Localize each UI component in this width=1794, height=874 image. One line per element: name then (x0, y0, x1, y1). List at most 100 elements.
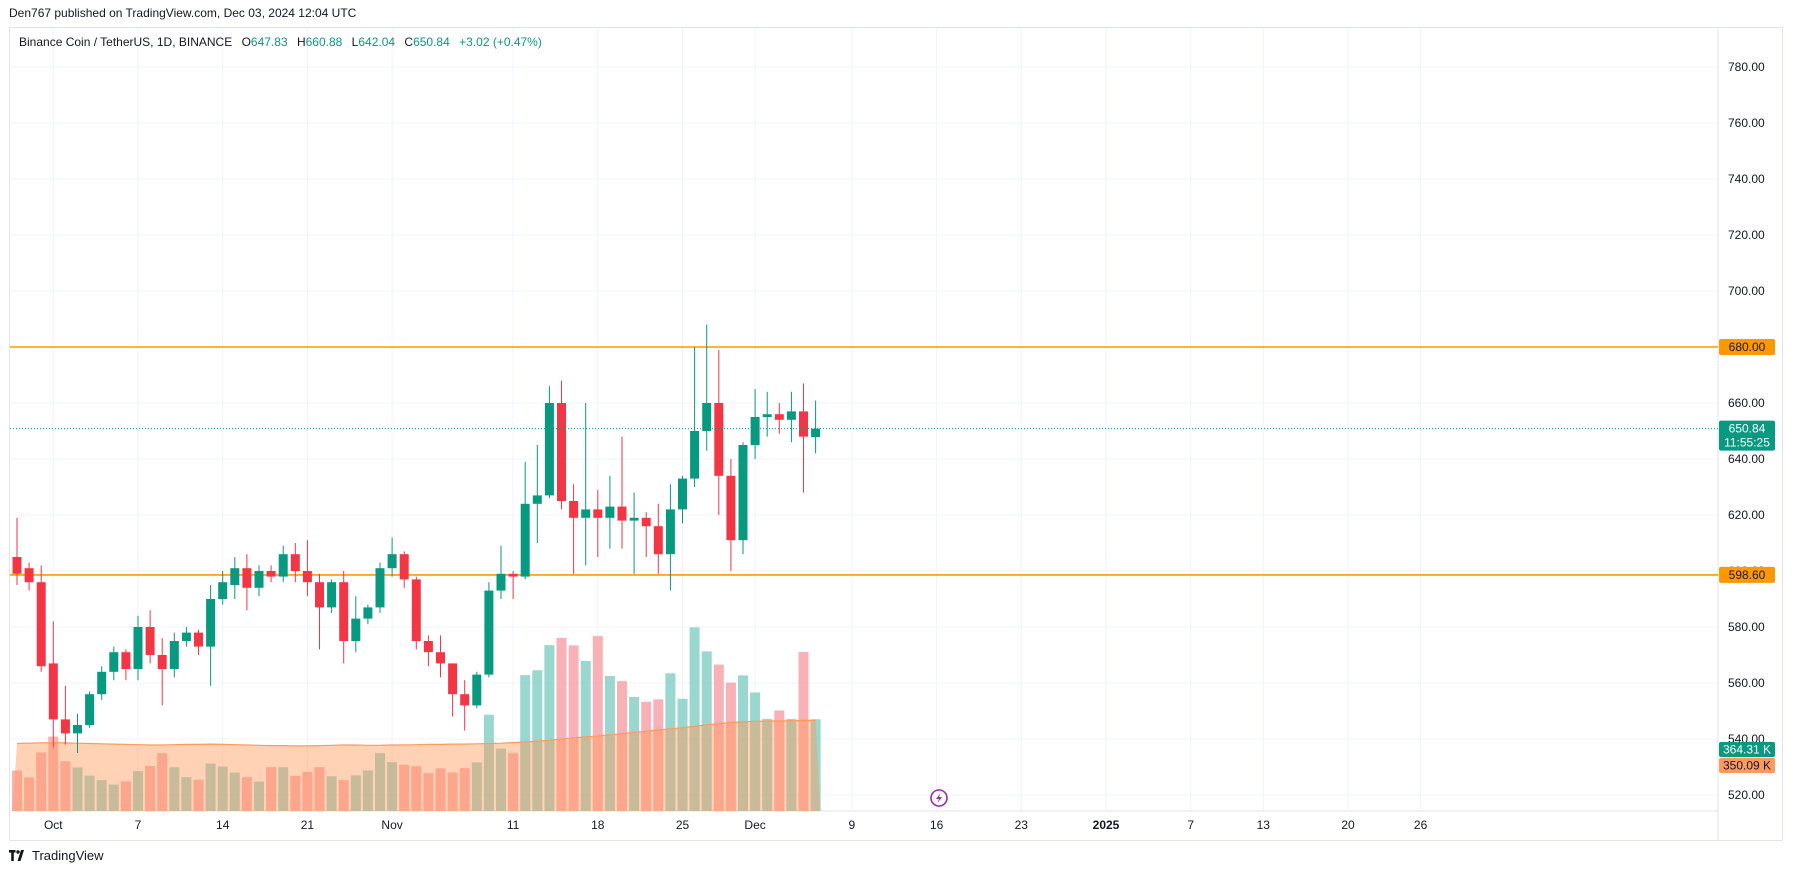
candle-body[interactable] (520, 503, 530, 577)
candle-body[interactable] (194, 632, 203, 647)
volume-bar (665, 673, 676, 811)
candle-body[interactable] (24, 568, 34, 583)
candle-body[interactable] (169, 641, 179, 669)
volume-bar (677, 698, 688, 811)
volume-bar (120, 781, 131, 811)
candle-body[interactable] (387, 554, 397, 569)
candle-body[interactable] (508, 573, 518, 577)
symbol-title[interactable]: Binance Coin / TetherUS, 1D, BINANCE (19, 35, 233, 49)
candle-body[interactable] (48, 663, 58, 720)
candle-body[interactable] (73, 725, 82, 734)
candle-body[interactable] (738, 445, 748, 541)
candle-body[interactable] (460, 694, 470, 706)
volume-bar (520, 675, 531, 811)
candle-body[interactable] (557, 403, 566, 501)
volume-bar (617, 681, 627, 811)
candle-body[interactable] (665, 509, 675, 555)
x-tick-label: 25 (676, 818, 690, 832)
volume-bar (266, 767, 277, 811)
candle-body[interactable] (12, 557, 22, 574)
candle-body[interactable] (327, 582, 337, 608)
candle-body[interactable] (218, 582, 228, 599)
publisher-caption: Den767 published on TradingView.com, Dec… (9, 6, 357, 20)
candle-body[interactable] (411, 579, 421, 641)
close-value: 650.84 (413, 35, 450, 49)
x-tick-label: 9 (849, 818, 856, 832)
tradingview-brand[interactable]: TradingView (9, 848, 104, 863)
candle-body[interactable] (266, 571, 276, 577)
volume-bar (241, 777, 252, 811)
candle-body[interactable] (133, 627, 143, 669)
candle-body[interactable] (581, 509, 591, 518)
candle-body[interactable] (617, 506, 627, 521)
candle-body[interactable] (714, 403, 724, 476)
candle-body[interactable] (351, 618, 361, 641)
last-price-badge (1719, 420, 1775, 451)
candle-body[interactable] (653, 526, 663, 555)
volume-bar (774, 710, 785, 811)
candle-body[interactable] (750, 417, 760, 445)
candle-body[interactable] (181, 632, 191, 641)
candle-body[interactable] (593, 509, 603, 518)
volume-bar (193, 779, 204, 811)
x-tick-label: 14 (216, 818, 230, 832)
candle-body[interactable] (496, 573, 506, 591)
candle-body[interactable] (85, 694, 95, 725)
candle-body[interactable] (726, 475, 736, 541)
candle-body[interactable] (339, 582, 349, 641)
candle-body[interactable] (399, 554, 409, 580)
candle-body[interactable] (702, 403, 712, 431)
candle-body[interactable] (121, 652, 131, 669)
volume-value-badge (1719, 758, 1775, 773)
candle-body[interactable] (206, 599, 216, 647)
candle-body[interactable] (811, 428, 821, 438)
volume-bar (169, 767, 180, 811)
candle-body[interactable] (242, 568, 252, 588)
candle-body[interactable] (290, 554, 300, 571)
candle-body[interactable] (375, 568, 385, 608)
symbol-legend: Binance Coin / TetherUS, 1D, BINANCE O64… (19, 35, 542, 49)
volume-bar (435, 768, 446, 811)
candle-body[interactable] (36, 582, 46, 667)
candle-body[interactable] (629, 517, 639, 521)
candle-body[interactable] (145, 627, 155, 655)
chart-frame[interactable] (9, 27, 1783, 841)
candle-body[interactable] (544, 403, 554, 496)
volume-ma-area (12, 720, 821, 811)
candle-body[interactable] (448, 663, 458, 695)
candle-body[interactable] (484, 590, 494, 675)
low-value: 642.04 (358, 35, 396, 49)
volume-bar (750, 692, 761, 811)
candle-body[interactable] (423, 641, 433, 653)
volume-bar (375, 753, 385, 811)
candle-body[interactable] (315, 582, 324, 608)
y-tick-label: 760.00 (1728, 116, 1765, 130)
candle-body[interactable] (436, 652, 445, 664)
candle-body[interactable] (641, 517, 651, 527)
candle-body[interactable] (302, 571, 312, 583)
candle-body[interactable] (774, 414, 784, 420)
candle-body[interactable] (472, 674, 482, 706)
candle-body[interactable] (97, 671, 107, 695)
candle-body[interactable] (786, 411, 796, 420)
open-value: 647.83 (250, 35, 288, 49)
candle-body[interactable] (762, 414, 772, 417)
volume-bar (133, 771, 143, 811)
x-tick-label: 18 (591, 818, 605, 832)
candle-body[interactable] (605, 506, 615, 518)
candle-body[interactable] (363, 607, 373, 619)
candle-body[interactable] (157, 655, 167, 669)
candle-body[interactable] (690, 431, 700, 479)
candle-body[interactable] (569, 501, 579, 518)
volume-bar (725, 682, 736, 811)
candle-body[interactable] (532, 495, 542, 504)
candle-body[interactable] (254, 571, 264, 588)
volume-bar (362, 770, 373, 811)
candle-body[interactable] (109, 652, 119, 672)
candle-body[interactable] (678, 478, 687, 510)
candle-body[interactable] (60, 719, 70, 734)
candle-body[interactable] (799, 411, 808, 437)
candle-body[interactable] (278, 554, 288, 577)
candle-body[interactable] (230, 568, 240, 585)
